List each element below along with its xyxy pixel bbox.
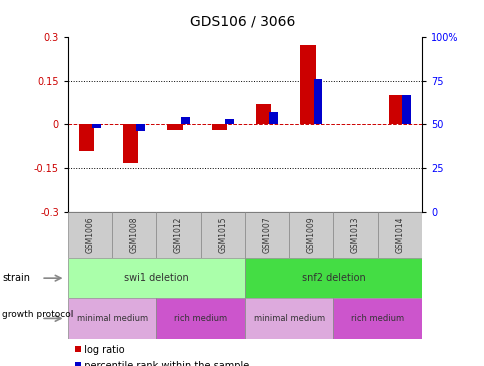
Text: strain: strain [2, 273, 30, 283]
Bar [156, 298, 244, 339]
Text: growth protocol: growth protocol [2, 310, 74, 319]
Bar [112, 212, 156, 258]
Bar [300, 45, 315, 124]
Bar [78, 124, 94, 151]
Text: GSM1015: GSM1015 [218, 217, 227, 253]
Text: GSM1006: GSM1006 [85, 217, 94, 254]
Text: minimal medium: minimal medium [76, 314, 148, 323]
Bar [92, 124, 101, 128]
Bar [225, 119, 233, 124]
Bar [244, 212, 288, 258]
Text: percentile rank within the sample: percentile rank within the sample [77, 361, 248, 366]
Bar [244, 298, 333, 339]
Bar [200, 212, 244, 258]
Bar [181, 117, 189, 124]
Text: GSM1009: GSM1009 [306, 217, 315, 254]
Bar [123, 124, 138, 163]
Bar [136, 124, 145, 131]
Bar [255, 104, 271, 124]
Bar [156, 212, 200, 258]
Bar [68, 298, 156, 339]
Bar [377, 212, 421, 258]
Text: GSM1013: GSM1013 [350, 217, 359, 253]
Text: GSM1012: GSM1012 [174, 217, 182, 253]
Text: GSM1008: GSM1008 [130, 217, 138, 253]
Bar [288, 212, 333, 258]
Text: log ratio: log ratio [77, 344, 124, 355]
Text: rich medium: rich medium [174, 314, 227, 323]
Text: GSM1014: GSM1014 [394, 217, 404, 253]
Bar [244, 258, 421, 298]
Bar [167, 124, 182, 130]
Text: snf2 deletion: snf2 deletion [301, 273, 364, 283]
Bar [401, 94, 410, 124]
Bar [269, 112, 277, 124]
Text: swi1 deletion: swi1 deletion [124, 273, 188, 283]
Bar [211, 124, 227, 130]
Bar [333, 212, 377, 258]
Bar [68, 212, 112, 258]
Text: minimal medium: minimal medium [253, 314, 324, 323]
Bar [313, 79, 322, 124]
Bar [333, 298, 421, 339]
Text: GSM1007: GSM1007 [262, 217, 271, 254]
Text: rich medium: rich medium [350, 314, 404, 323]
Bar [68, 258, 244, 298]
Bar [388, 95, 403, 124]
Text: GDS106 / 3066: GDS106 / 3066 [189, 15, 295, 29]
